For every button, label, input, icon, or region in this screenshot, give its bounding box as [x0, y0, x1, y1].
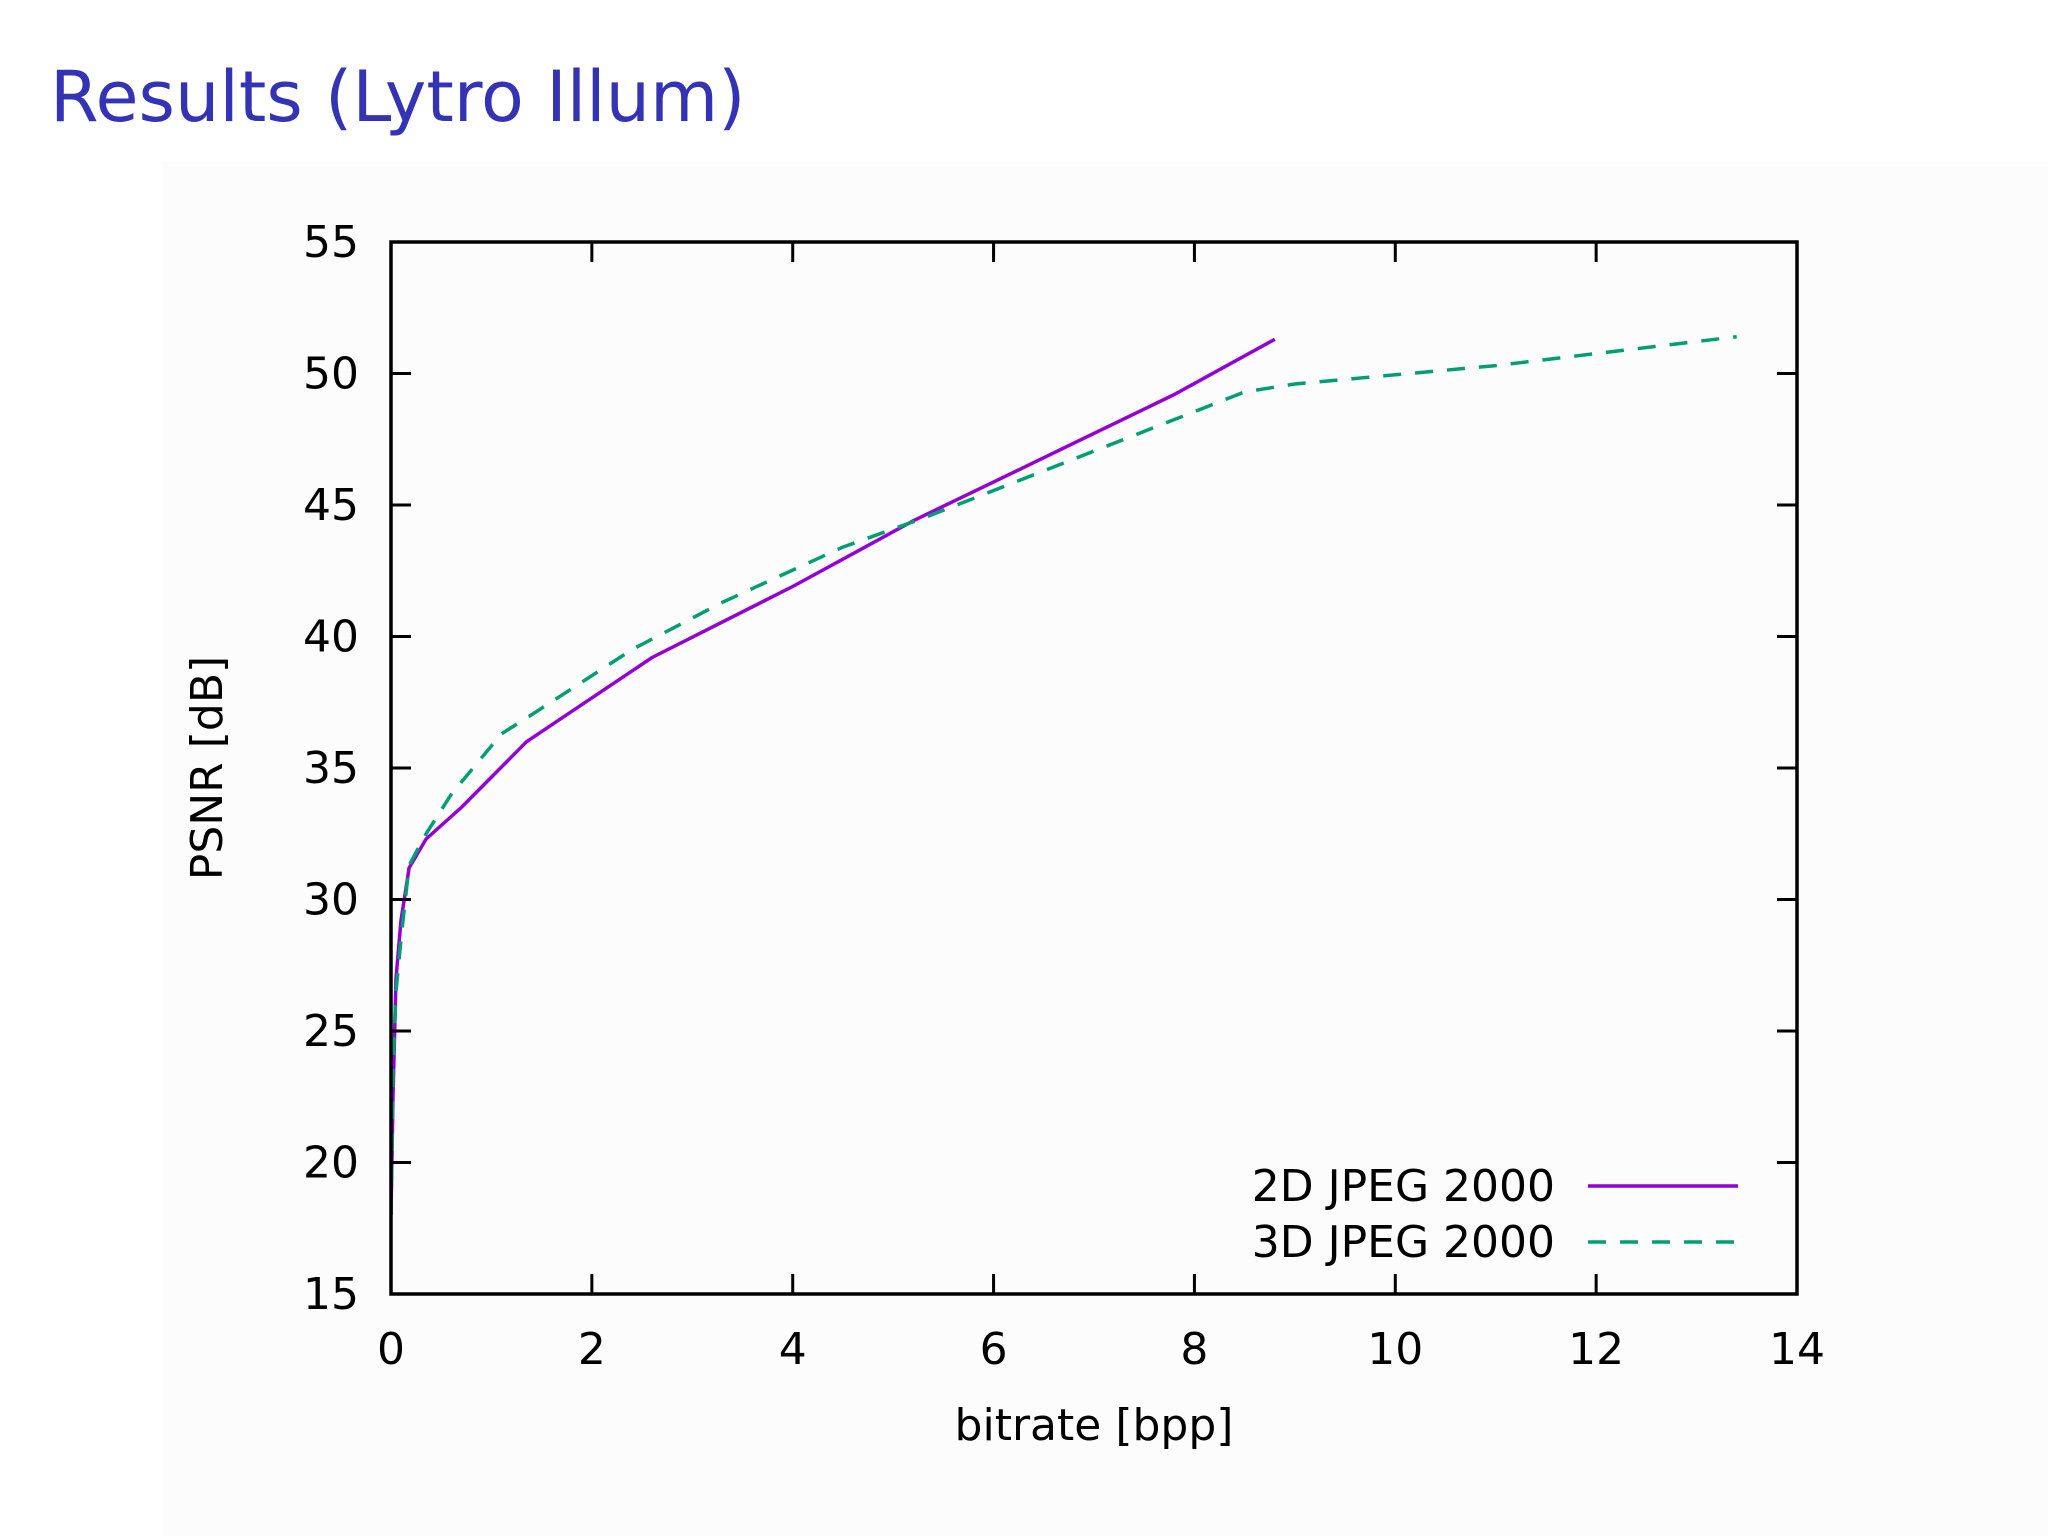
- x-tick-label: 12: [1568, 1324, 1624, 1375]
- y-tick-label: 30: [303, 875, 359, 926]
- ticks-layer: [389, 240, 1799, 1296]
- x-tick-label: 8: [1180, 1324, 1208, 1375]
- x-tick-label: 4: [779, 1324, 807, 1375]
- y-tick-label: 20: [303, 1138, 359, 1189]
- tick-labels-layer: 0 2 4 6 8 10 12 14 15 20 25 30 35 40 45 50 55: [303, 217, 1825, 1375]
- y-tick-label: 55: [303, 217, 359, 268]
- x-tick-label: 14: [1769, 1324, 1825, 1375]
- series-line-2: [391, 334, 1737, 1216]
- legend-label: 3D JPEG 2000: [1252, 1217, 1555, 1268]
- x-tick-label: 10: [1367, 1324, 1423, 1375]
- series-layer: [391, 334, 1737, 1216]
- slide-title: Results (Lytro Illum): [50, 56, 746, 138]
- plot-frame: [389, 240, 1799, 1296]
- x-tick-label: 2: [578, 1324, 606, 1375]
- series-line-1: [391, 337, 1276, 1216]
- y-tick-label: 15: [303, 1269, 359, 1320]
- y-tick-label: 25: [303, 1006, 359, 1057]
- y-tick-label: 45: [303, 480, 359, 531]
- y-tick-label: 40: [303, 612, 359, 663]
- x-tick-label: 0: [377, 1324, 405, 1375]
- y-tick-label: 50: [303, 349, 359, 400]
- y-tick-label: 35: [303, 743, 359, 794]
- x-tick-label: 6: [980, 1324, 1008, 1375]
- y-axis-label: PSNR [dB]: [182, 656, 233, 880]
- legend-label: 2D JPEG 2000: [1252, 1161, 1555, 1212]
- plot-panel: [162, 162, 2048, 1536]
- x-axis-label: bitrate [bpp]: [955, 1400, 1234, 1451]
